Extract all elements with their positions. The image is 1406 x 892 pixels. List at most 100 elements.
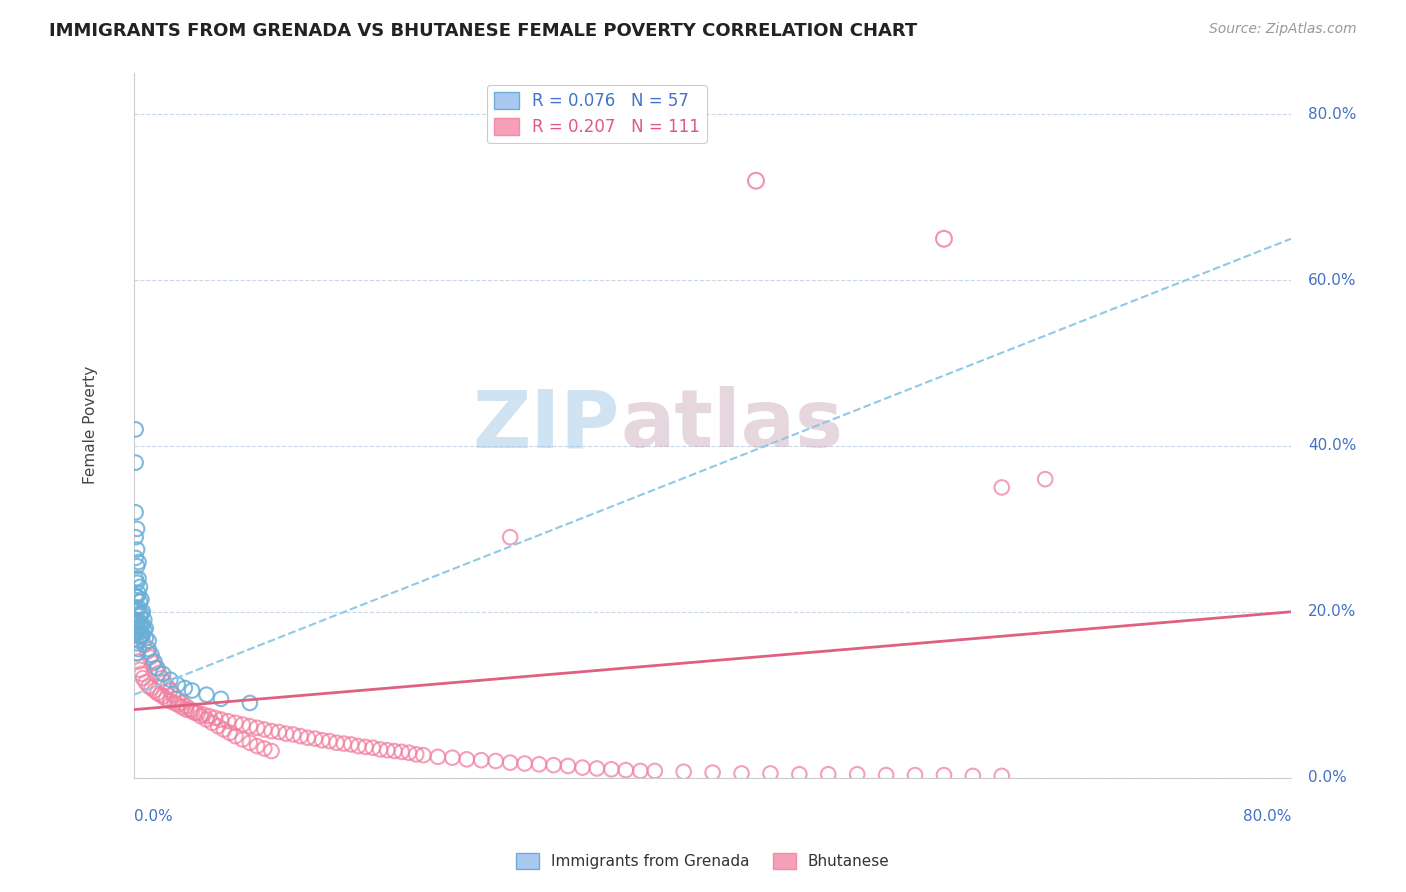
Point — [470, 753, 492, 767]
Point — [527, 757, 550, 772]
Point — [128, 642, 150, 657]
Point — [181, 683, 204, 698]
Point — [159, 694, 181, 708]
Point — [174, 703, 197, 717]
Text: Female Poverty: Female Poverty — [83, 366, 98, 484]
Point — [166, 698, 188, 712]
Point — [246, 739, 269, 753]
Point — [817, 767, 839, 781]
Point — [513, 756, 536, 771]
Point — [260, 744, 283, 758]
Point — [499, 756, 522, 770]
Point — [318, 734, 340, 748]
Legend: R = 0.076   N = 57, R = 0.207   N = 111: R = 0.076 N = 57, R = 0.207 N = 111 — [486, 85, 707, 143]
Point — [146, 686, 169, 700]
Point — [333, 737, 356, 751]
Point — [124, 625, 146, 640]
Point — [325, 736, 347, 750]
Point — [131, 592, 153, 607]
Point — [143, 655, 166, 669]
Point — [135, 632, 157, 646]
Point — [398, 746, 420, 760]
Point — [557, 759, 579, 773]
Point — [991, 480, 1014, 494]
Point — [132, 628, 155, 642]
Point — [184, 706, 207, 720]
Point — [134, 613, 156, 627]
Point — [162, 688, 184, 702]
Point — [127, 636, 149, 650]
Point — [224, 715, 246, 730]
Point — [384, 744, 406, 758]
Point — [146, 661, 169, 675]
Point — [456, 752, 478, 766]
Point — [128, 555, 150, 569]
Point — [142, 656, 165, 670]
Point — [311, 733, 333, 747]
Point — [232, 717, 254, 731]
Text: 20.0%: 20.0% — [1309, 604, 1357, 619]
Point — [499, 530, 522, 544]
Point — [127, 590, 149, 604]
Point — [153, 675, 176, 690]
Point — [846, 767, 869, 781]
Point — [128, 572, 150, 586]
Point — [132, 605, 155, 619]
Point — [253, 723, 276, 737]
Point — [127, 542, 149, 557]
Point — [134, 638, 156, 652]
Point — [204, 711, 226, 725]
Point — [297, 731, 319, 745]
Point — [218, 726, 240, 740]
Point — [187, 706, 209, 720]
Point — [904, 768, 927, 782]
Point — [875, 768, 897, 782]
Point — [127, 559, 149, 574]
Point — [190, 709, 212, 723]
Point — [124, 613, 146, 627]
Point — [166, 678, 188, 692]
Point — [141, 681, 163, 695]
Text: Source: ZipAtlas.com: Source: ZipAtlas.com — [1209, 22, 1357, 37]
Text: 80.0%: 80.0% — [1309, 107, 1357, 122]
Point — [347, 739, 370, 753]
Point — [441, 750, 464, 764]
Point — [361, 740, 384, 755]
Point — [159, 683, 181, 698]
Point — [170, 700, 193, 714]
Point — [368, 742, 391, 756]
Point — [141, 648, 163, 662]
Point — [932, 232, 955, 246]
Point — [128, 613, 150, 627]
Point — [173, 681, 195, 695]
Point — [129, 620, 152, 634]
Point — [145, 661, 167, 675]
Point — [132, 617, 155, 632]
Point — [129, 595, 152, 609]
Point — [571, 761, 593, 775]
Point — [124, 600, 146, 615]
Point — [135, 675, 157, 690]
Point — [149, 688, 172, 702]
Point — [759, 766, 782, 780]
Point — [239, 719, 262, 733]
Point — [962, 769, 984, 783]
Point — [128, 633, 150, 648]
Point — [124, 530, 146, 544]
Point — [209, 713, 232, 727]
Point — [628, 764, 651, 778]
Point — [375, 743, 398, 757]
Point — [138, 633, 160, 648]
Point — [124, 588, 146, 602]
Point — [128, 586, 150, 600]
Point — [127, 575, 149, 590]
Point — [174, 699, 197, 714]
Point — [543, 758, 565, 772]
Point — [239, 736, 262, 750]
Point — [127, 646, 149, 660]
Text: IMMIGRANTS FROM GRENADA VS BHUTANESE FEMALE POVERTY CORRELATION CHART: IMMIGRANTS FROM GRENADA VS BHUTANESE FEM… — [49, 22, 918, 40]
Point — [702, 765, 724, 780]
Point — [128, 623, 150, 637]
Point — [131, 630, 153, 644]
Point — [290, 729, 312, 743]
